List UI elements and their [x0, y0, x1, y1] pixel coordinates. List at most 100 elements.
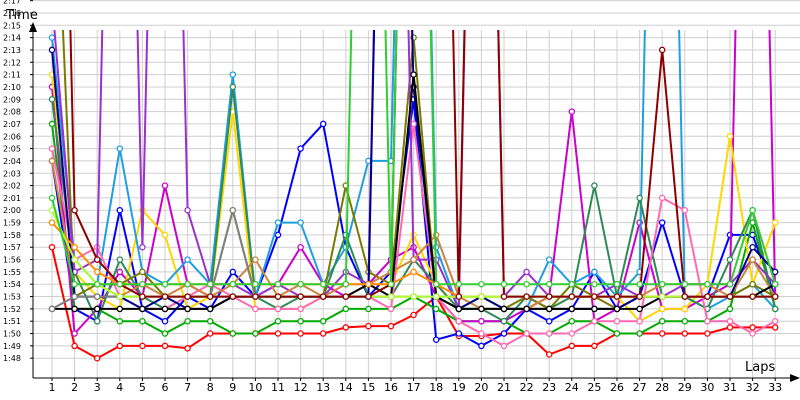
data-point	[93, 354, 101, 362]
x-tick-label: 19	[452, 381, 466, 394]
x-tick-label: 21	[497, 381, 511, 394]
x-tick-label: 32	[746, 381, 760, 394]
data-point	[545, 330, 553, 337]
data-point	[229, 330, 237, 337]
data-point	[297, 243, 304, 251]
data-point	[636, 293, 643, 300]
data-point	[387, 322, 395, 330]
data-point	[749, 293, 756, 300]
data-point	[749, 330, 756, 337]
y-tick-label: 1:49	[3, 342, 21, 351]
data-point	[229, 71, 237, 78]
data-point	[749, 280, 756, 288]
data-point	[771, 324, 779, 331]
data-point	[749, 206, 756, 214]
y-tick-label: 2:02	[3, 182, 21, 191]
data-point	[71, 280, 78, 288]
data-point	[681, 317, 689, 325]
data-point	[319, 280, 327, 288]
data-point	[297, 305, 304, 313]
series-lines	[48, 30, 779, 362]
data-point	[48, 120, 56, 128]
data-point	[726, 305, 734, 313]
data-point	[252, 256, 259, 263]
data-point	[568, 342, 576, 350]
data-point	[636, 330, 643, 337]
data-point	[161, 305, 169, 313]
data-point	[184, 345, 191, 352]
data-point	[342, 293, 350, 300]
data-point	[274, 219, 282, 226]
x-tick-label: 11	[271, 381, 285, 394]
data-point	[274, 305, 282, 313]
data-point	[478, 342, 485, 350]
x-axis-arrow-icon	[790, 374, 800, 382]
data-point	[116, 305, 124, 313]
data-point	[71, 256, 78, 263]
data-point	[568, 108, 576, 115]
data-point	[681, 293, 689, 300]
data-point	[771, 317, 779, 325]
x-tick-label: 8	[207, 381, 214, 394]
data-point	[568, 317, 576, 325]
data-point	[591, 305, 598, 313]
data-point	[681, 206, 689, 214]
data-point	[229, 280, 237, 288]
data-point	[726, 280, 734, 288]
data-point	[432, 305, 440, 313]
data-point	[455, 305, 463, 313]
data-point	[297, 219, 304, 226]
data-point	[771, 293, 779, 300]
data-point	[229, 293, 237, 300]
data-point	[274, 231, 282, 239]
data-point	[726, 293, 734, 300]
data-point	[591, 317, 598, 325]
y-axis-arrow-icon	[29, 22, 37, 32]
x-tick-label: 6	[162, 381, 169, 394]
x-tick-label: 20	[474, 381, 488, 394]
data-point	[523, 268, 530, 276]
data-point	[636, 280, 643, 288]
x-tick-label: 33	[768, 381, 782, 394]
data-point	[161, 317, 169, 325]
data-point	[93, 280, 101, 288]
data-point	[71, 206, 78, 214]
data-point	[478, 293, 485, 300]
data-point	[704, 293, 711, 300]
data-point	[274, 280, 282, 288]
x-tick-label: 17	[407, 381, 421, 394]
data-point	[342, 324, 350, 331]
data-point	[319, 317, 327, 325]
data-point	[116, 280, 124, 288]
data-point	[523, 305, 530, 313]
series-line	[51, 30, 776, 310]
y-tick-label: 1:56	[3, 256, 21, 265]
data-point	[365, 305, 372, 313]
data-point	[184, 280, 191, 288]
data-point	[116, 268, 124, 276]
data-point	[545, 305, 553, 313]
data-point	[116, 256, 124, 263]
y-tick-label: 2:01	[3, 194, 21, 203]
data-point	[252, 330, 259, 337]
data-point	[658, 317, 666, 325]
y-tick-label: 2:05	[3, 145, 21, 154]
data-point	[455, 317, 463, 325]
data-point	[410, 120, 417, 128]
data-point	[749, 243, 756, 251]
data-point	[500, 293, 508, 300]
data-point	[410, 293, 417, 300]
data-point	[116, 317, 124, 325]
data-point	[387, 305, 395, 313]
data-point	[116, 342, 124, 350]
data-point	[184, 293, 191, 300]
data-point	[591, 293, 598, 300]
x-tick-label: 14	[339, 381, 353, 394]
data-point	[297, 330, 304, 337]
data-point	[319, 293, 327, 300]
data-point	[432, 280, 440, 288]
y-tick-label: 2:11	[3, 71, 21, 80]
y-tick-label: 2:17	[3, 0, 21, 6]
data-point	[636, 305, 643, 313]
data-point	[206, 330, 214, 337]
